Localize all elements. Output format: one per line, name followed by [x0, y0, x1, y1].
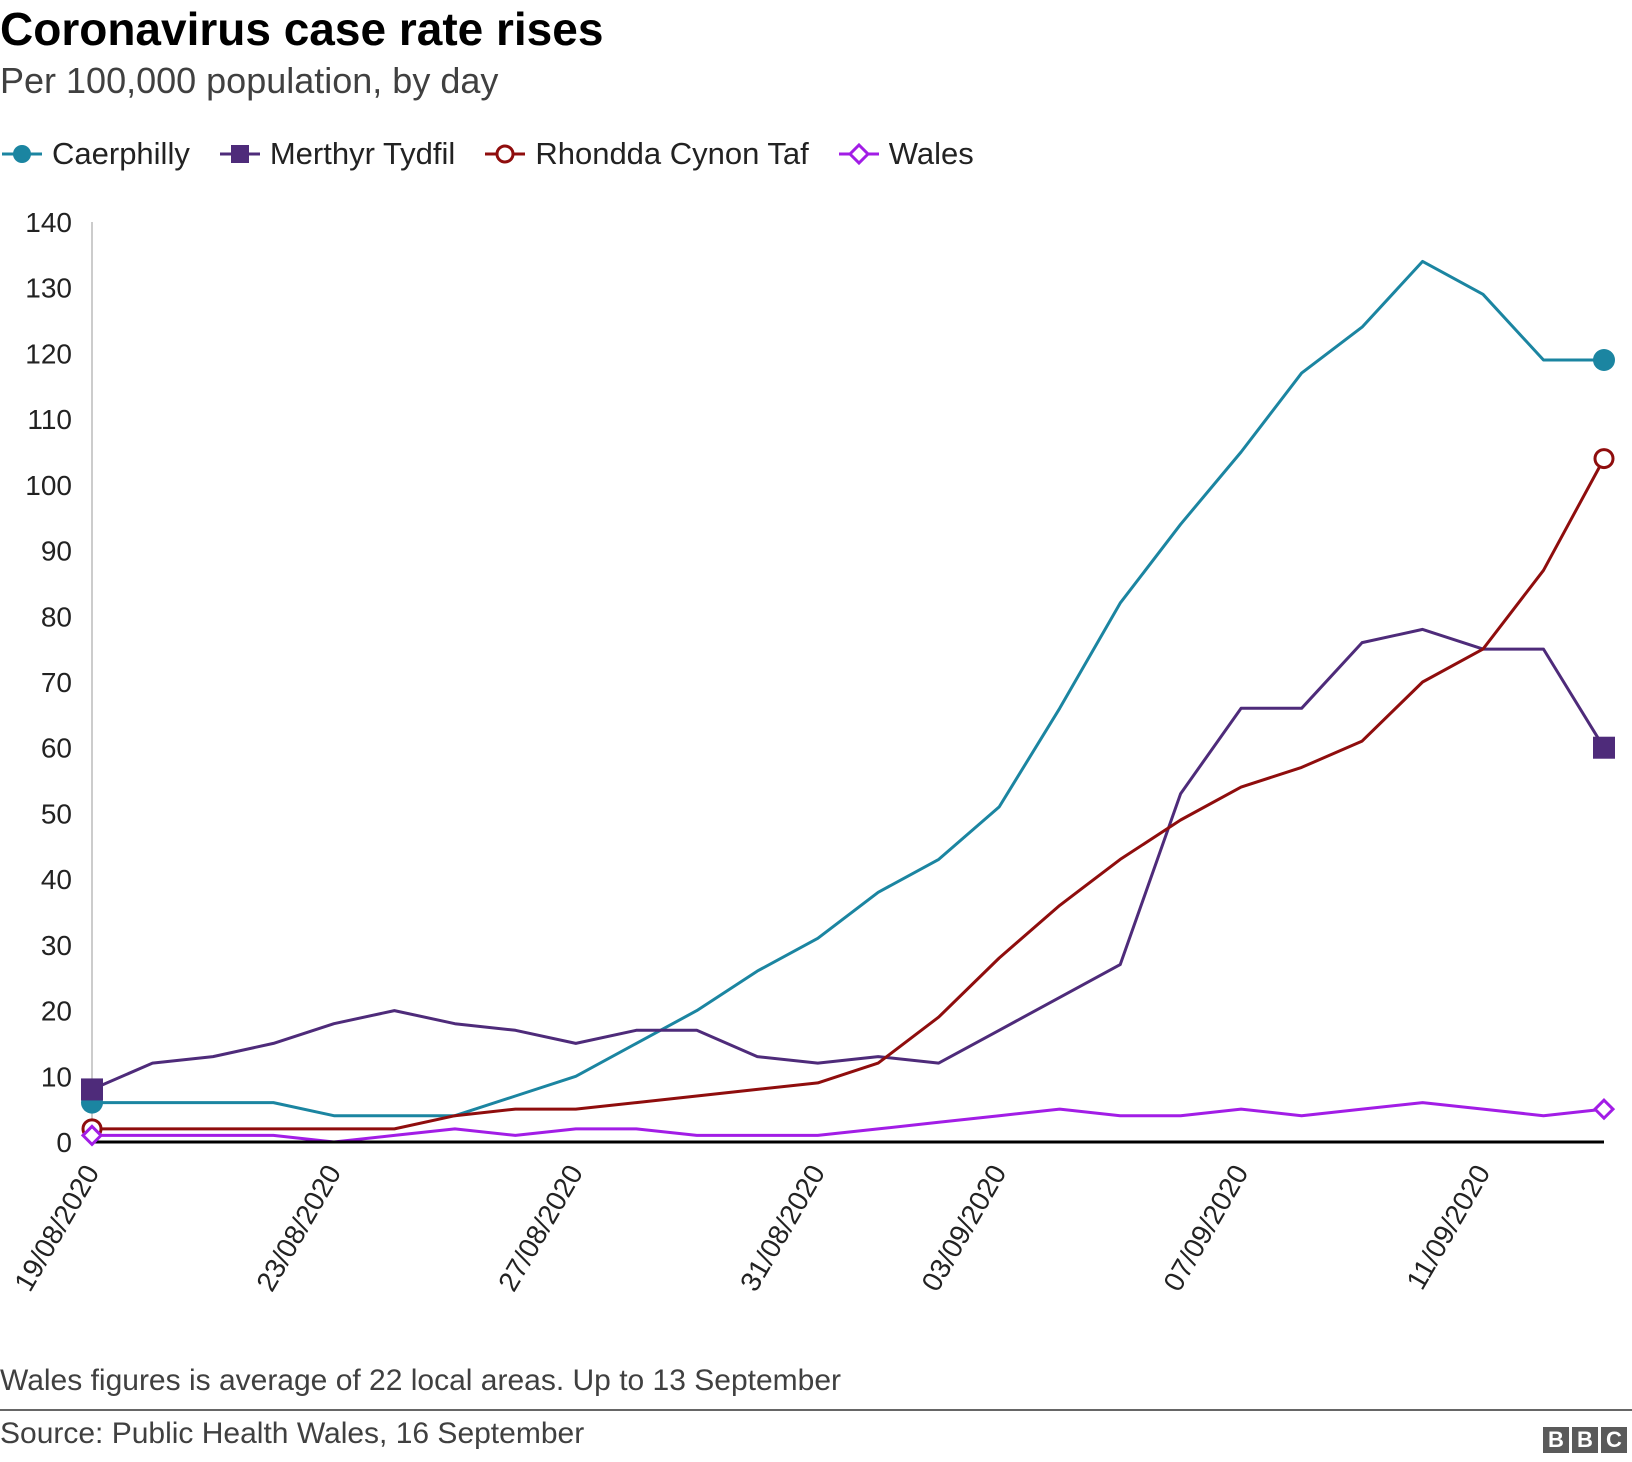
x-tick-label: 27/08/2020: [492, 1160, 589, 1297]
chart-subtitle: Per 100,000 population, by day: [0, 60, 499, 101]
y-tick-label: 20: [41, 996, 72, 1027]
marker-merthyr-tydfil: [81, 1078, 103, 1101]
footnote: Wales figures is average of 22 local are…: [0, 1364, 841, 1397]
legend-label-wales: Wales: [888, 136, 974, 171]
series-line-wales: [92, 1101, 1605, 1144]
marker-wales: [80, 1124, 104, 1147]
bbc-logo-letter: C: [1601, 1427, 1627, 1453]
legend-label-rhondda-cynon-taf: Rhondda Cynon Taf: [535, 136, 809, 171]
marker-wales: [1592, 1098, 1616, 1121]
y-tick-label: 30: [41, 930, 72, 961]
y-tick-label: 40: [41, 864, 72, 895]
marker-merthyr-tydfil: [1593, 736, 1615, 759]
y-tick-label: 10: [41, 1061, 72, 1092]
y-tick-label: 110: [27, 404, 72, 435]
marker-caerphilly: [1593, 349, 1615, 371]
marker-rhondda-cynon-taf: [1593, 448, 1615, 470]
x-tick-label: 19/08/2020: [8, 1160, 105, 1297]
y-tick-label: 0: [56, 1127, 72, 1158]
y-tick-label: 100: [25, 470, 72, 501]
y-tick-label: 90: [41, 536, 72, 567]
source-text: Source: Public Health Wales, 16 Septembe…: [0, 1417, 585, 1450]
source-divider: [0, 1409, 1632, 1411]
bbc-logo-letter: B: [1543, 1427, 1569, 1453]
y-tick-label: 80: [41, 601, 72, 632]
y-tick-label: 60: [41, 733, 72, 764]
x-tick-label: 03/09/2020: [915, 1160, 1012, 1297]
y-tick-label: 70: [41, 667, 72, 698]
y-tick-label: 140: [25, 207, 72, 238]
x-tick-label: 23/08/2020: [250, 1160, 347, 1297]
bbc-logo-letter: B: [1572, 1427, 1598, 1453]
y-tick-label: 120: [25, 338, 72, 369]
legend-item-rhondda-cynon-taf: Rhondda Cynon Taf: [485, 136, 809, 172]
line-chart: 0 10 20 30 40 50 60 70 80 90 100 110 120 130 140 19/08/…: [8, 207, 1616, 1297]
y-tick-label: 50: [41, 798, 72, 829]
x-tick-label: 07/09/2020: [1157, 1160, 1254, 1297]
series-line-caerphilly: [92, 259, 1604, 1118]
bbc-logo: B B C: [1540, 1427, 1627, 1453]
x-tick-label: 31/08/2020: [734, 1160, 831, 1297]
legend-circle-filled-icon: [2, 145, 42, 163]
legend-circle-open-icon: [485, 144, 526, 164]
legend-square-filled-icon: [219, 145, 260, 163]
legend-item-wales: Wales: [838, 136, 974, 172]
legend-label-caerphilly: Caerphilly: [52, 136, 190, 171]
legend-diamond-open-icon: [838, 142, 879, 166]
y-tick-label: 130: [25, 273, 72, 304]
series-line-rhondda-cynon-taf: [92, 457, 1606, 1131]
chart-title: Coronavirus case rate rises: [0, 3, 604, 55]
series-line-merthyr-tydfil: [91, 627, 1606, 1091]
legend: Caerphilly Merthyr Tydfil Rhondda Cynon …: [2, 132, 1004, 176]
x-tick-label: 11/09/2020: [1400, 1160, 1496, 1295]
legend-item-caerphilly: Caerphilly: [2, 136, 190, 172]
legend-item-merthyr-tydfil: Merthyr Tydfil: [219, 136, 456, 172]
legend-label-merthyr-tydfil: Merthyr Tydfil: [269, 136, 456, 171]
